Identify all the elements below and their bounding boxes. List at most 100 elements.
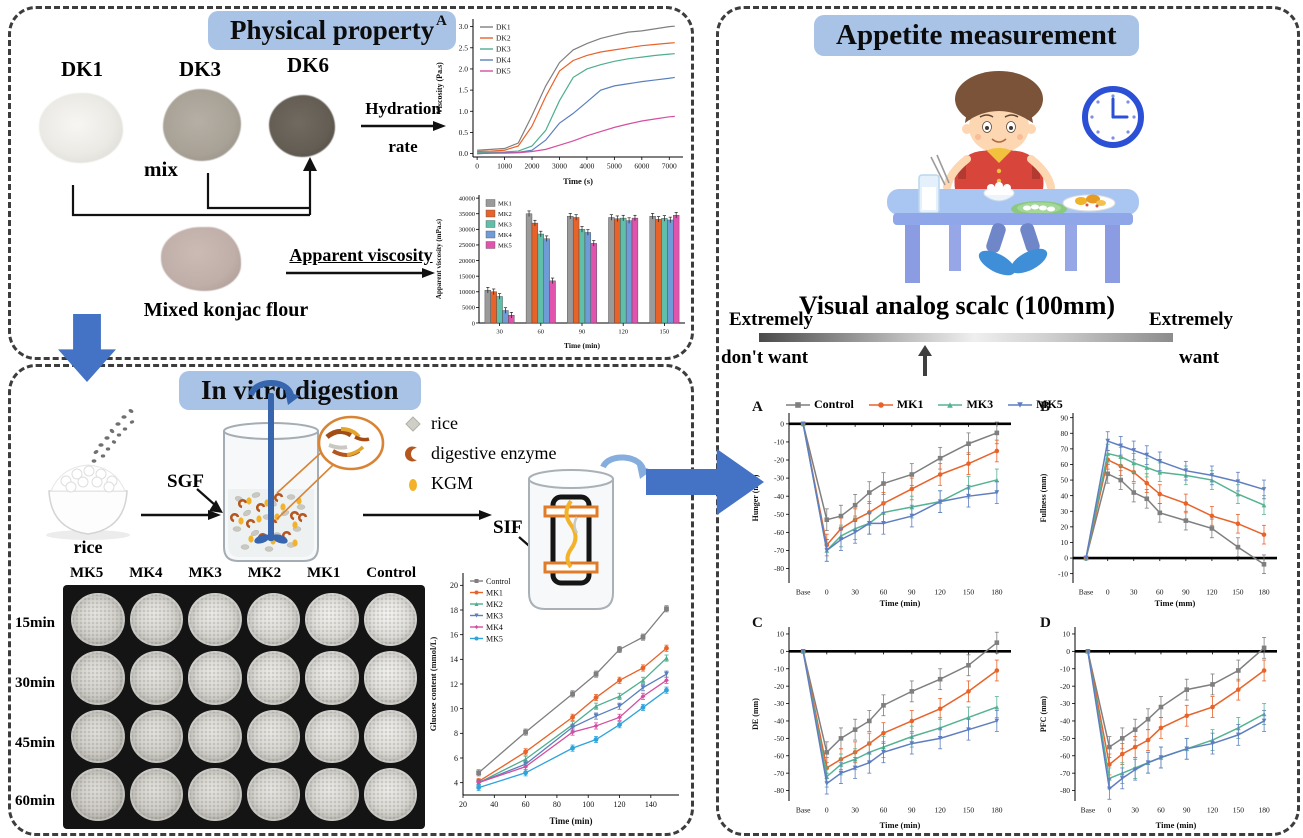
svg-text:4: 4 [454,778,458,787]
plate-row-45min: 45min [15,735,56,751]
legend-label: MK3 [966,397,994,411]
rice-particle-icon [405,415,421,432]
svg-text:20: 20 [459,800,467,809]
svg-text:20: 20 [1061,522,1069,531]
svg-text:MK4: MK4 [498,232,512,239]
svg-text:20: 20 [450,581,458,590]
svg-text:80: 80 [1061,429,1069,438]
hydration-rate-arrow: Hydration rate [359,99,447,157]
enzyme-particles [229,492,308,543]
svg-text:150: 150 [660,329,670,336]
well-15min-MK3 [188,593,242,647]
svg-text:-70: -70 [774,546,784,555]
plate-row-60min: 60min [15,793,56,809]
appetite-legend: Control MK1 MK3 MK5 [785,397,1063,412]
svg-text:0: 0 [1064,554,1068,563]
svg-text:-70: -70 [774,769,784,778]
svg-text:0: 0 [825,806,829,815]
well-45min-MK3 [188,709,242,763]
svg-text:3000: 3000 [552,162,567,171]
svg-text:60: 60 [1061,460,1069,469]
svg-text:0: 0 [1106,588,1110,597]
svg-text:90: 90 [579,329,586,336]
svg-text:-60: -60 [774,528,784,537]
svg-text:DK2: DK2 [496,34,511,43]
svg-text:10: 10 [1061,538,1069,547]
svg-text:-80: -80 [1060,786,1070,795]
well-15min-MK4 [129,593,183,647]
vas-gradient-bar [759,333,1173,342]
legend-label: MK1 [896,397,924,411]
well-45min-MK1 [305,709,359,763]
svg-text:120: 120 [1206,588,1218,597]
pfc-chart: 10 0 -10 -20 -30 -40 -50 -60 -70 -80 Base 0 30 60 90 12… [1037,613,1287,836]
svg-text:Time (min): Time (min) [564,341,600,350]
svg-text:30: 30 [1131,806,1139,815]
svg-text:Control: Control [486,577,511,586]
svg-text:0: 0 [780,647,784,656]
svg-text:14: 14 [450,655,458,664]
svg-text:Hunger (mm): Hunger (mm) [751,474,760,521]
legend-label: KGM [431,473,474,493]
svg-text:2000: 2000 [525,162,540,171]
svg-text:DK4: DK4 [496,56,511,65]
svg-text:-30: -30 [774,699,784,708]
svg-text:MK1: MK1 [486,588,503,597]
svg-text:10: 10 [777,630,785,639]
svg-text:D: D [1040,615,1051,631]
plate-col-mk5: MK5 [69,565,104,581]
svg-text:20000: 20000 [459,258,475,265]
svg-text:DK5: DK5 [496,67,511,76]
viscosity-chart: 0.0 0.5 1.0 1.5 2.0 2.5 3.0 0 1000 2000 3000 4000 50… [433,11,693,192]
kgm-particles [238,497,302,547]
legend-item-rice: rice [403,413,458,434]
svg-text:0.0: 0.0 [459,149,469,158]
fullness-chart: 90 80 70 60 50 40 30 20 10 0 -10 Base 0 30 60 90 120 150 1… [1037,397,1287,614]
legend-item-control: Control [785,397,854,412]
svg-text:180: 180 [991,588,1003,597]
svg-text:10: 10 [450,704,458,713]
up-arrow-icon [918,345,932,376]
svg-text:Base: Base [796,806,811,815]
svg-text:80: 80 [553,800,561,809]
svg-text:4000: 4000 [579,162,594,171]
svg-text:-40: -40 [1060,717,1070,726]
svg-text:6000: 6000 [634,162,649,171]
svg-text:180: 180 [1258,806,1270,815]
svg-text:40000: 40000 [459,195,475,202]
svg-text:Time (mm): Time (mm) [1155,598,1196,608]
svg-text:25000: 25000 [459,242,475,249]
plate-col-mk4: MK4 [129,565,163,581]
svg-text:-10: -10 [1058,569,1068,578]
well-45min-MK4 [129,709,183,763]
svg-text:35000: 35000 [459,211,475,218]
legend-marker-icon [868,401,893,408]
apparent-viscosity-chart: 0 5000 10000 15000 20000 25000 30000 35000 40000… [433,189,693,356]
svg-text:5000: 5000 [462,305,475,312]
apparent-viscosity-label: Apparent viscosity [289,245,433,265]
svg-text:A: A [752,399,763,415]
legend-label: digestive enzyme [431,443,557,463]
svg-text:DE (mm): DE (mm) [751,698,760,730]
svg-text:0.5: 0.5 [459,128,469,137]
svg-text:Time (min): Time (min) [1156,820,1197,830]
kgm-icon [409,478,417,491]
enzyme-icon [405,446,417,461]
svg-text:Fullness (mm): Fullness (mm) [1039,473,1048,522]
svg-text:MK4: MK4 [486,623,503,632]
svg-text:1.5: 1.5 [459,86,469,95]
appetite-measurement-panel: Appetite measurement [716,6,1300,836]
legend-marker-icon [938,401,963,408]
plate-col-mk1: MK1 [307,565,341,581]
glucose-content-chart: 4 6 8 10 12 14 16 18 20 20 40 60 80 100 120 140 Glucose … [427,563,689,832]
svg-text:Time (min): Time (min) [880,820,921,830]
svg-text:MK2: MK2 [486,600,503,609]
svg-text:150: 150 [963,806,975,815]
svg-text:7000: 7000 [662,162,677,171]
svg-text:120: 120 [935,588,947,597]
svg-text:-80: -80 [774,786,784,795]
svg-text:90: 90 [908,806,916,815]
rice-particles [232,492,306,552]
svg-text:60: 60 [880,806,888,815]
svg-text:70: 70 [1061,444,1069,453]
